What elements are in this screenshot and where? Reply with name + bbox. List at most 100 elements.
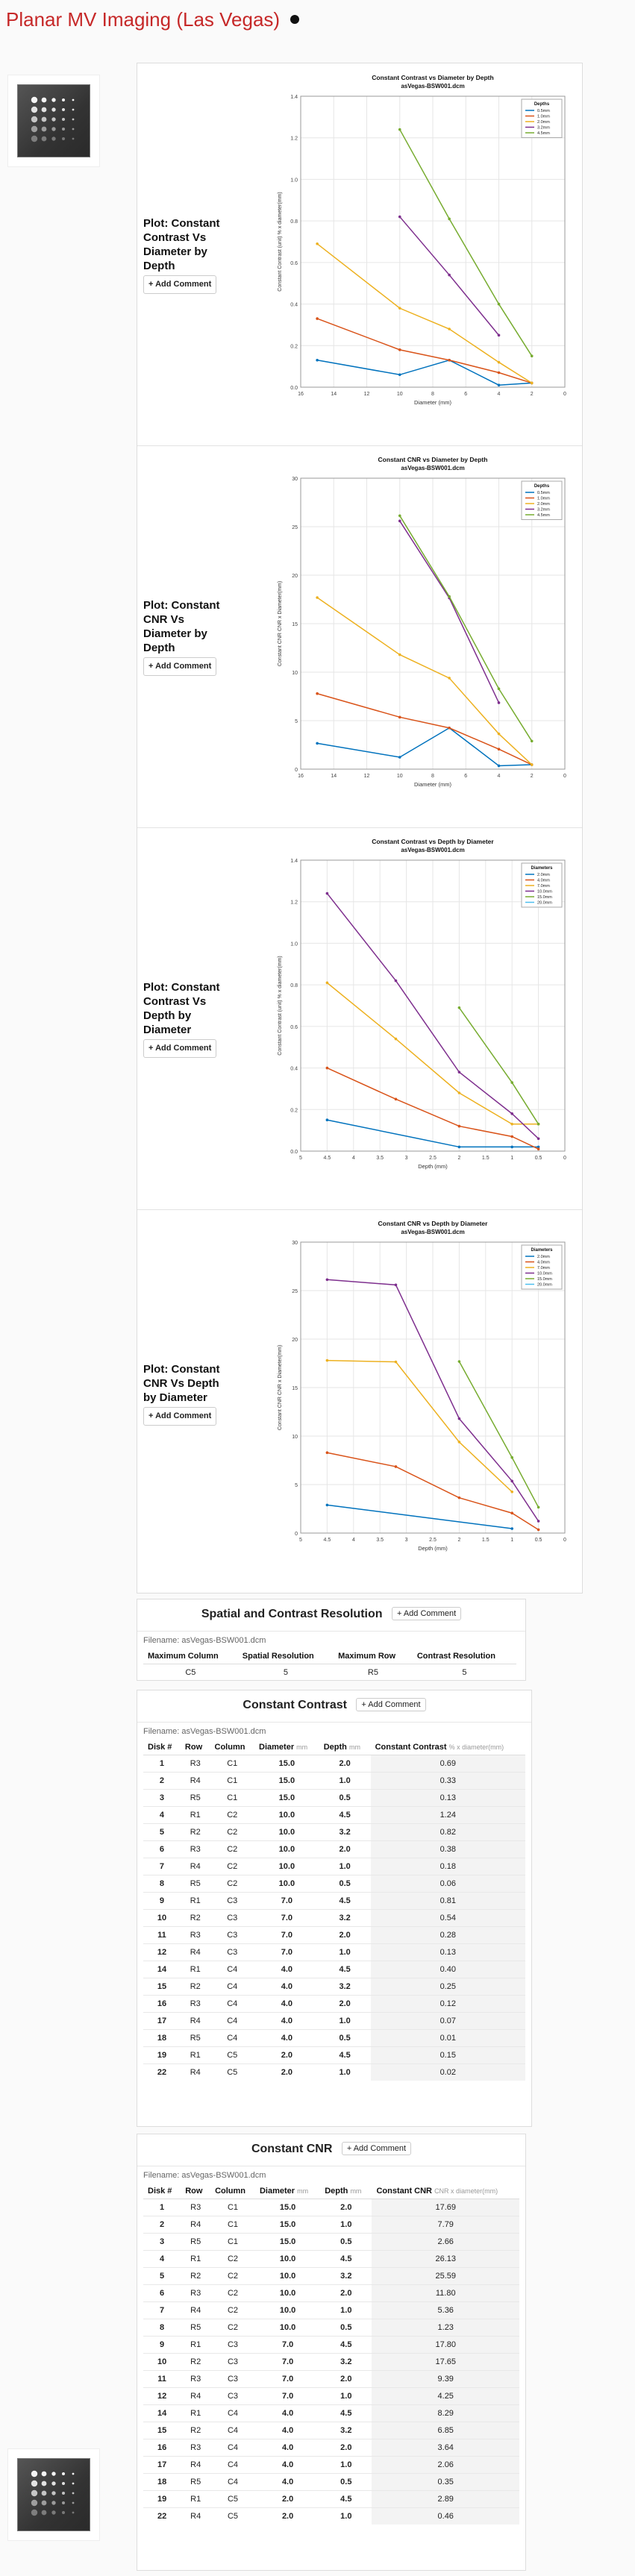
data-point — [316, 692, 319, 695]
add-comment-button[interactable]: + Add Comment — [356, 1698, 426, 1711]
table-row: 10 R2 C3 7.0 3.2 0.54 — [143, 1909, 525, 1927]
legend-entry: 0.5mm — [537, 109, 550, 113]
table-cell: 0.5 — [319, 1875, 371, 1893]
phantom-disk — [31, 116, 38, 123]
table-cell: 7.79 — [372, 2216, 519, 2234]
table-cell: C1 — [210, 2216, 255, 2234]
table-cell: 10.0 — [254, 2319, 321, 2337]
page-title: Planar MV Imaging (Las Vegas) — [6, 7, 281, 31]
legend-entry: 4.0mm — [537, 1261, 550, 1265]
table-cell: 10 — [143, 2353, 181, 2371]
table-cell: 11.80 — [372, 2284, 519, 2302]
table-cell: 2.06 — [372, 2456, 519, 2474]
table-cell: R4 — [180, 2063, 210, 2081]
table-cell: C4 — [210, 2439, 255, 2457]
table-cell: C1 — [210, 2233, 255, 2251]
data-point — [325, 1358, 329, 1362]
table-cell: 5 — [143, 2267, 181, 2285]
column-unit: % x diameter(mm) — [448, 1743, 504, 1751]
table-cell: R1 — [181, 2250, 211, 2268]
table-cell: 4.0 — [254, 1978, 319, 1996]
legend-entry: 20.0mm — [537, 901, 552, 906]
table-cell: 5 — [237, 1664, 334, 1681]
table-cell: R5 — [181, 2233, 211, 2251]
add-comment-button[interactable]: + Add Comment — [143, 1039, 217, 1058]
table-cell: 4.5 — [320, 2490, 372, 2508]
table-cell: C1 — [210, 1789, 255, 1807]
column-header: Column — [210, 1739, 255, 1755]
table-row: 17 R4 C4 4.0 1.0 2.06 — [143, 2456, 519, 2474]
x-tick-label: 2 — [457, 1156, 460, 1161]
table-cell: R3 — [181, 2284, 211, 2302]
table-cell: 7.0 — [254, 1909, 319, 1927]
data-point — [394, 1465, 398, 1468]
add-comment-button[interactable]: + Add Comment — [143, 275, 217, 294]
data-point — [394, 1360, 398, 1364]
data-point — [398, 128, 401, 131]
chart-subtitle: asVegas-BSW001.dcm — [401, 847, 464, 853]
legend-box — [521, 480, 563, 520]
series-line — [399, 129, 533, 357]
y-tick-label: 0.2 — [290, 344, 298, 349]
data-point — [530, 739, 534, 743]
x-tick-label: 1 — [510, 1156, 513, 1161]
table-row: 3 R5 C1 15.0 0.5 2.66 — [143, 2233, 519, 2251]
table-cell: R2 — [181, 2422, 211, 2439]
data-point — [497, 333, 501, 337]
series-line — [327, 1119, 539, 1148]
y-tick-label: 0.0 — [290, 386, 298, 391]
data-point — [457, 1441, 461, 1444]
add-comment-button[interactable]: + Add Comment — [143, 1407, 217, 1426]
chart-contrast-vs-depth: 5 4.5 4 3.5 3 2.5 2 1.5 1 0.5 0 0.0 0.2 0.4 0.6 0.8 1.0 1… — [272, 833, 575, 1179]
column-header: Spatial Resolution — [237, 1648, 334, 1664]
table-cell: 0.5 — [319, 2029, 371, 2047]
phantom-disk — [31, 2480, 38, 2487]
data-point — [325, 1066, 329, 1070]
table-cell: 7.0 — [254, 2370, 321, 2388]
table-cell: 19 — [143, 2046, 181, 2064]
add-comment-button[interactable]: + Add Comment — [341, 2142, 412, 2155]
phantom-disk — [41, 116, 47, 122]
table-cell: C3 — [210, 1926, 255, 1944]
legend-entry: 3.2mm — [537, 508, 550, 513]
column-header: Row — [181, 2183, 211, 2199]
table-cell: 1 — [143, 2199, 181, 2216]
table-cell: 1.0 — [320, 2301, 372, 2319]
x-tick-label: 3 — [405, 1156, 408, 1161]
table-cell: 17.65 — [372, 2353, 519, 2371]
table-cell: C3 — [210, 1909, 255, 1927]
phantom-thumbnail-top[interactable] — [7, 75, 100, 167]
table-cell: R4 — [180, 1858, 210, 1875]
phantom-disk — [31, 2509, 38, 2516]
filename-label: Filename: asVegas-BSW001.dcm — [137, 2166, 525, 2183]
table-cell: 19 — [143, 2490, 181, 2508]
table-cell: 10.0 — [254, 1840, 319, 1858]
legend-entry: 15.0mm — [537, 895, 552, 900]
column-header: Maximum Row — [334, 1648, 413, 1664]
table-cell: 0.35 — [372, 2473, 519, 2491]
plot-title: Plot: Constant Contrast Vs Diameter by D… — [143, 217, 220, 272]
phantom-disk — [41, 97, 47, 103]
y-tick-label: 5 — [295, 1483, 298, 1488]
phantom-thumbnail-bottom[interactable] — [7, 2448, 100, 2541]
legend-entry: 1.0mm — [537, 115, 550, 119]
table-cell: C2 — [210, 2267, 255, 2285]
data-point — [510, 1527, 513, 1530]
plot-title: Plot: Constant CNR Vs Depth by Diameter — [143, 1363, 220, 1404]
data-point — [398, 715, 401, 719]
add-comment-button[interactable]: + Add Comment — [391, 1607, 462, 1620]
table-cell: 0.5 — [320, 2473, 372, 2491]
y-axis-label: Constant Contrast (unit) % x diameter(mm… — [278, 192, 283, 291]
table-cell: C3 — [210, 2387, 255, 2405]
chart-cnr-vs-depth: 5 4.5 4 3.5 3 2.5 2 1.5 1 0.5 0051015202530Constan… — [272, 1215, 575, 1561]
table-row: 16 R3 C4 4.0 2.0 0.12 — [143, 1995, 525, 2013]
legend-entry: 15.0mm — [537, 1277, 552, 1282]
x-tick-label: 2 — [531, 392, 534, 397]
table-row: 4 R1 C2 10.0 4.5 26.13 — [143, 2250, 519, 2268]
x-tick-label: 16 — [298, 392, 304, 397]
table-cell: C1 — [210, 1772, 255, 1790]
table-cell: 0.81 — [370, 1892, 525, 1910]
table-cell: 17 — [143, 2012, 181, 2030]
table-cell: C4 — [210, 2456, 255, 2474]
add-comment-button[interactable]: + Add Comment — [143, 657, 217, 676]
